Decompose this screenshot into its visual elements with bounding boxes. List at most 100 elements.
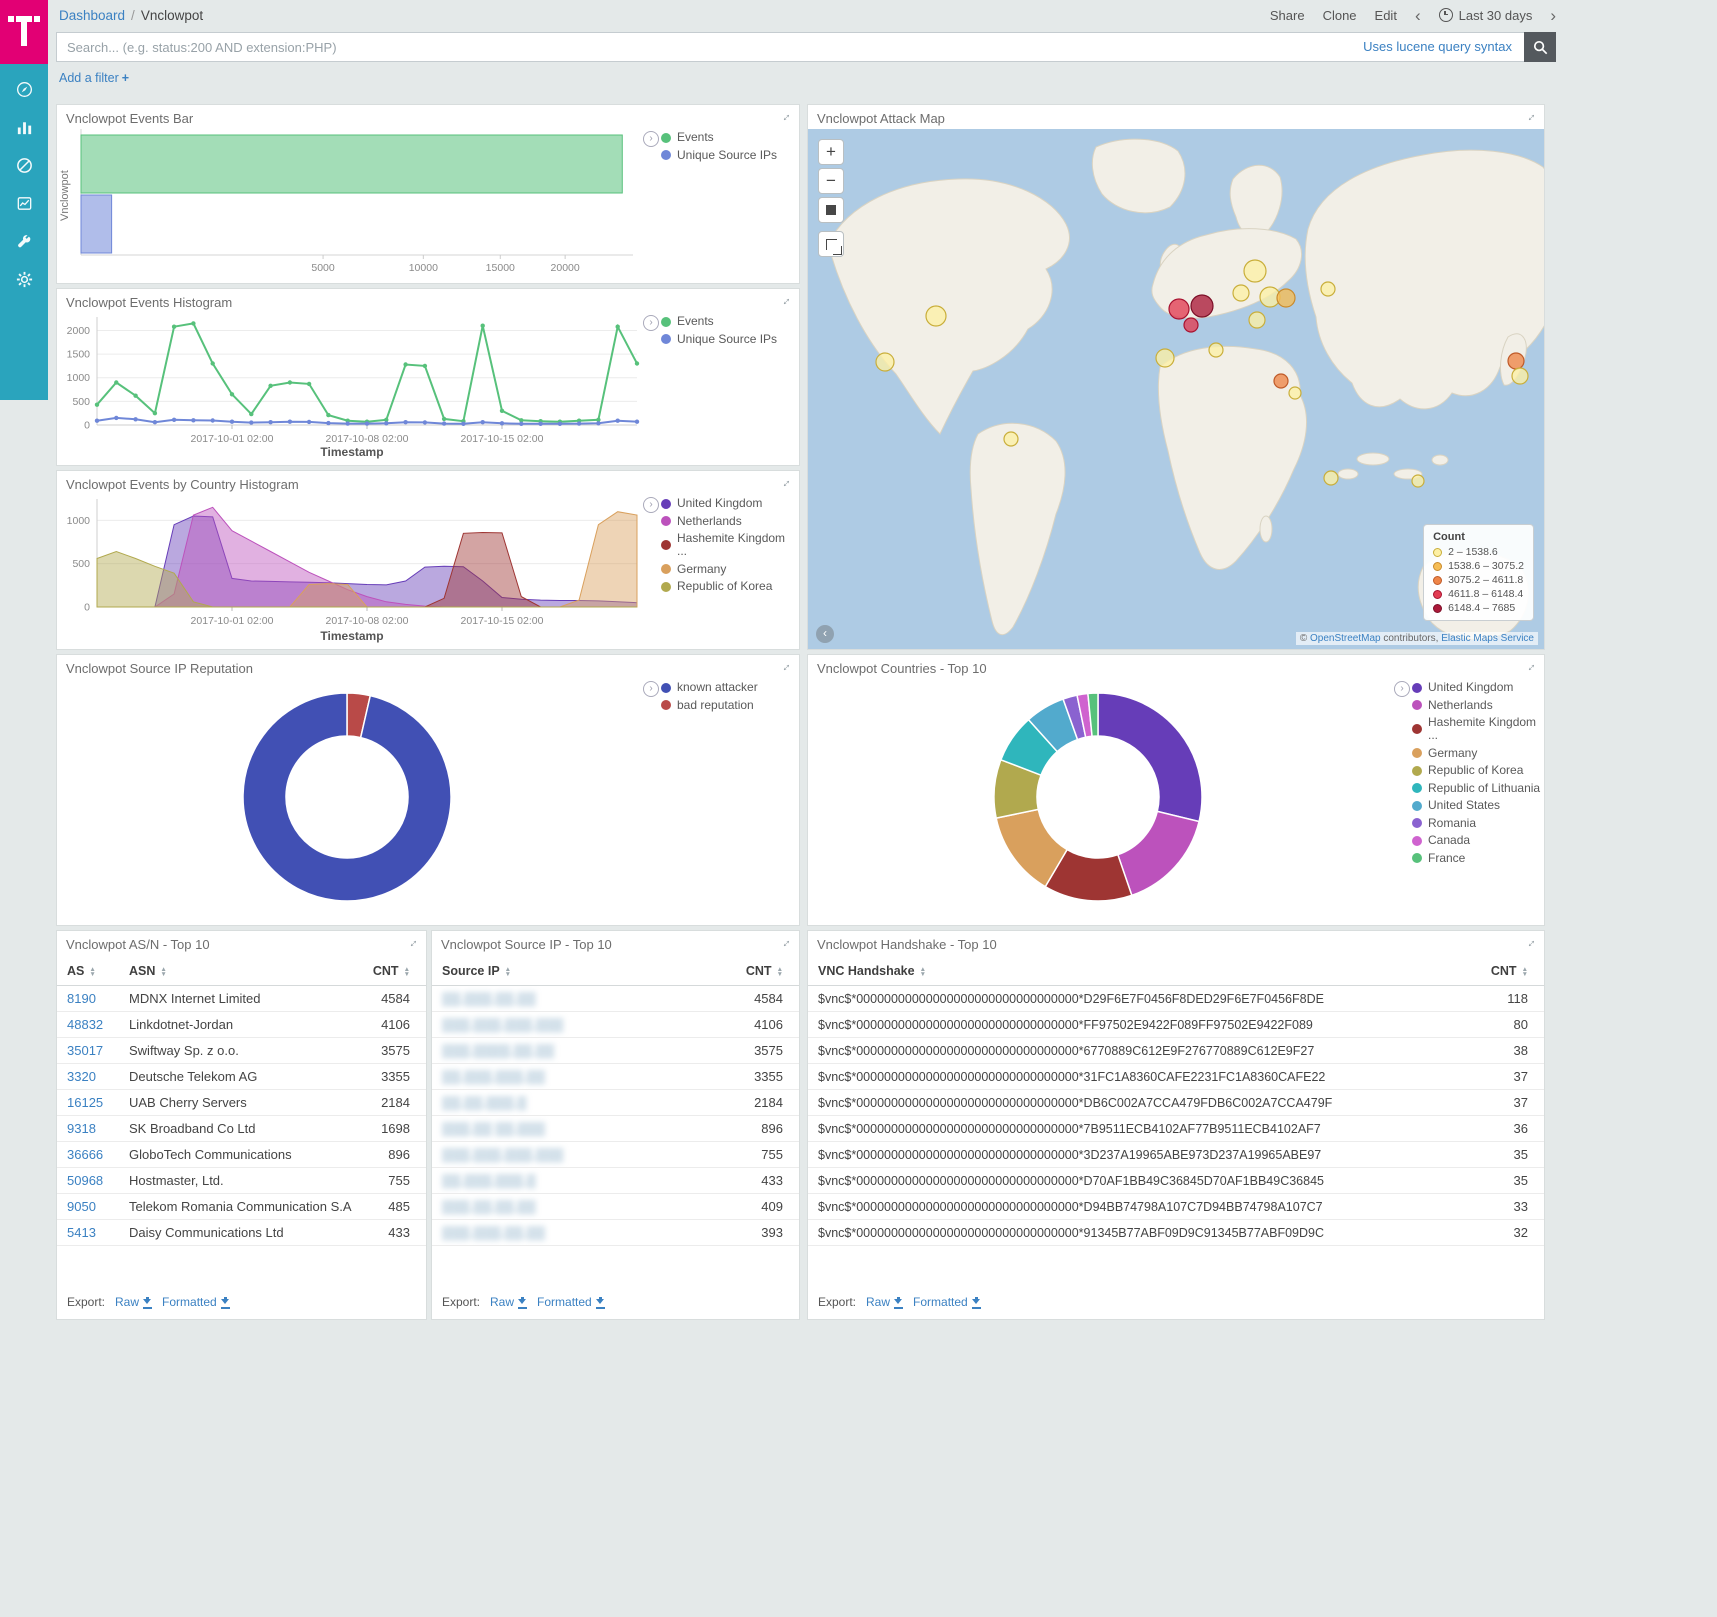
- attack-point[interactable]: [1507, 352, 1525, 370]
- sort-icon[interactable]: [1522, 967, 1528, 977]
- zoom-out-button[interactable]: −: [818, 168, 844, 194]
- expand-icon[interactable]: [778, 293, 792, 307]
- sort-icon[interactable]: [404, 967, 410, 977]
- table-header-cell[interactable]: CNT: [354, 957, 426, 986]
- time-back-button[interactable]: ‹: [1414, 5, 1421, 25]
- fit-bounds-button[interactable]: [818, 197, 844, 223]
- expand-icon[interactable]: [1523, 935, 1537, 949]
- attack-point[interactable]: [1232, 284, 1250, 302]
- sidebar-item-visualize[interactable]: [13, 116, 35, 138]
- attack-point[interactable]: [1003, 431, 1019, 447]
- legend-toggle-icon[interactable]: [643, 315, 659, 331]
- legend-item[interactable]: known attacker: [661, 681, 797, 694]
- as-link[interactable]: 16125: [67, 1095, 104, 1110]
- exp3and-icon[interactable]: [1523, 659, 1537, 673]
- attack-point[interactable]: [1168, 298, 1190, 320]
- legend-toggle-icon[interactable]: [643, 497, 659, 513]
- elastic-maps-service-link[interactable]: Elastic Maps Service: [1441, 633, 1534, 644]
- legend-item[interactable]: Republic of Korea: [1412, 764, 1548, 777]
- as-link[interactable]: 50968: [67, 1173, 104, 1188]
- sort-icon[interactable]: [505, 967, 511, 977]
- legend-item[interactable]: Canada: [1412, 834, 1548, 847]
- expand-icon[interactable]: [1523, 109, 1537, 123]
- openstreetmap-link[interactable]: OpenStreetMap: [1309, 633, 1381, 644]
- attack-point[interactable]: [1511, 367, 1529, 385]
- share-button[interactable]: Share: [1269, 7, 1305, 23]
- table-header-cell[interactable]: AS: [57, 957, 119, 986]
- table-header-cell[interactable]: Source IP: [432, 957, 699, 986]
- attack-point[interactable]: [1243, 259, 1267, 283]
- sidebar-item-management[interactable]: [13, 268, 35, 290]
- time-forward-button[interactable]: ›: [1550, 5, 1556, 25]
- as-link[interactable]: 9050: [67, 1199, 96, 1214]
- legend-item[interactable]: Romania: [1412, 816, 1548, 830]
- bar-unique-source-ips[interactable]: [80, 194, 113, 254]
- legend-item[interactable]: Germany: [661, 562, 797, 576]
- expand-icon[interactable]: [778, 935, 792, 949]
- legend-toggle-icon[interactable]: [643, 681, 659, 697]
- legend-item[interactable]: Hashemite Kingdom ...: [1412, 716, 1548, 742]
- pie-slice[interactable]: [1097, 692, 1203, 823]
- attack-point[interactable]: [1320, 281, 1336, 297]
- telekom-logo[interactable]: [0, 0, 48, 64]
- export-raw-link[interactable]: Raw: [490, 1295, 528, 1309]
- as-link[interactable]: 36666: [67, 1147, 104, 1162]
- legend-item[interactable]: bad reputation: [661, 698, 797, 712]
- legend-toggle-icon[interactable]: [643, 131, 659, 147]
- legend-item[interactable]: Republic of Korea: [661, 580, 797, 593]
- as-link[interactable]: 9318: [67, 1121, 96, 1136]
- sidebar-item-discover[interactable]: [13, 78, 35, 100]
- export-formatted-link[interactable]: Formatted: [537, 1295, 605, 1309]
- as-link[interactable]: 48832: [67, 1017, 104, 1032]
- table-header-cell[interactable]: CNT: [699, 957, 799, 986]
- attack-point[interactable]: [1155, 348, 1175, 368]
- legend-item[interactable]: United Kingdom: [1412, 681, 1548, 694]
- as-link[interactable]: 35017: [67, 1043, 104, 1058]
- attack-point[interactable]: [1288, 386, 1302, 400]
- search-button[interactable]: [1524, 32, 1556, 62]
- search-input[interactable]: [56, 32, 1524, 62]
- legend-item[interactable]: Netherlands: [661, 514, 797, 528]
- attack-point[interactable]: [1323, 470, 1339, 486]
- bar-events[interactable]: [80, 134, 623, 194]
- as-link[interactable]: 5413: [67, 1225, 96, 1240]
- legend-item[interactable]: Events: [661, 131, 797, 144]
- breadcrumb-dashboard-link[interactable]: Dashboard: [59, 7, 126, 23]
- add-filter-link[interactable]: Add a filter +: [59, 71, 130, 85]
- attack-point[interactable]: [875, 352, 895, 372]
- export-raw-link[interactable]: Raw: [866, 1295, 904, 1309]
- legend-item[interactable]: Events: [661, 315, 797, 328]
- clone-button[interactable]: Clone: [1322, 7, 1357, 23]
- as-link[interactable]: 3320: [67, 1069, 96, 1084]
- export-raw-link[interactable]: Raw: [115, 1295, 153, 1309]
- export-formatted-link[interactable]: Formatted: [162, 1295, 230, 1309]
- expand-icon[interactable]: [405, 935, 419, 949]
- as-link[interactable]: 8190: [67, 991, 96, 1006]
- sort-icon[interactable]: [89, 967, 95, 977]
- attack-point[interactable]: [1248, 311, 1266, 329]
- legend-item[interactable]: Unique Source IPs: [661, 332, 797, 346]
- legend-item[interactable]: Germany: [1412, 746, 1548, 760]
- sort-icon[interactable]: [777, 967, 783, 977]
- table-header-cell[interactable]: ASN: [119, 957, 354, 986]
- table-header-cell[interactable]: VNC Handshake: [808, 957, 1454, 986]
- legend-item[interactable]: Hashemite Kingdom ...: [661, 532, 797, 558]
- attack-point[interactable]: [1183, 317, 1199, 333]
- pie-slice[interactable]: [1087, 692, 1099, 738]
- attack-point[interactable]: [1411, 474, 1425, 488]
- pie-slice[interactable]: [1116, 810, 1200, 897]
- expand-icon[interactable]: [778, 659, 792, 673]
- legend-item[interactable]: Republic of Lithuania: [1412, 781, 1548, 795]
- legend-item[interactable]: United States: [1412, 799, 1548, 812]
- expand-icon[interactable]: [778, 475, 792, 489]
- lucene-syntax-link[interactable]: Uses lucene query syntax: [1363, 39, 1512, 54]
- attack-point[interactable]: [1273, 373, 1289, 389]
- expand-icon[interactable]: [778, 109, 792, 123]
- pie-slice[interactable]: [242, 692, 452, 902]
- time-picker[interactable]: Last 30 days: [1438, 8, 1532, 23]
- legend-item[interactable]: United Kingdom: [661, 497, 797, 510]
- legend-item[interactable]: Unique Source IPs: [661, 148, 797, 162]
- sidebar-item-timelion[interactable]: [13, 192, 35, 214]
- sidebar-item-dev-tools[interactable]: [13, 230, 35, 252]
- attack-point[interactable]: [925, 305, 947, 327]
